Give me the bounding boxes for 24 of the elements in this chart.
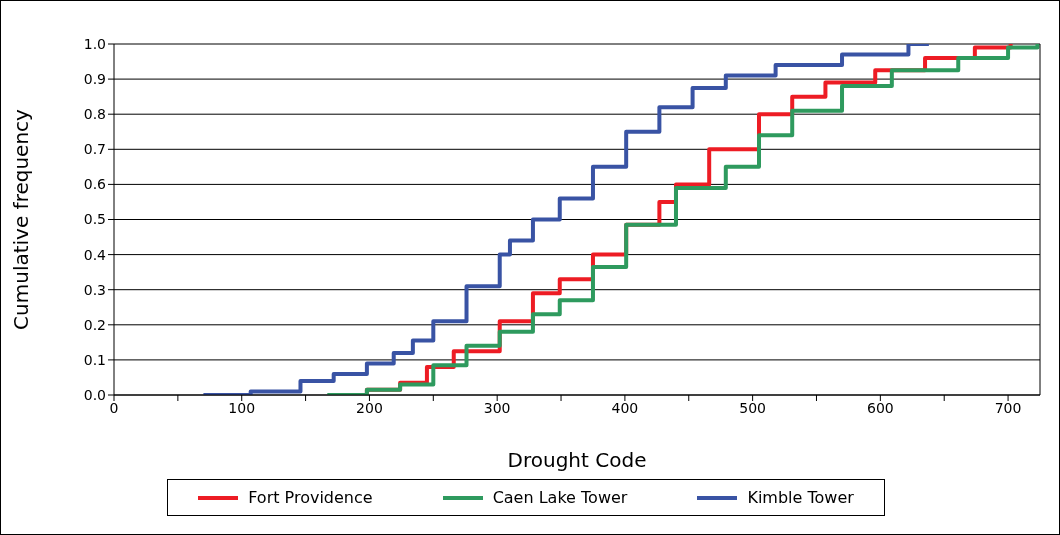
- y-tick-label: 0.3: [83, 281, 106, 298]
- x-tick-label: 0: [109, 399, 119, 416]
- y-tick-label: 0.2: [83, 316, 106, 333]
- legend-label: Kimble Tower: [747, 488, 854, 507]
- x-tick-label: 500: [739, 399, 766, 416]
- x-tick-label: 400: [611, 399, 639, 416]
- x-axis-title: Drought Code: [507, 448, 647, 472]
- legend-label: Caen Lake Tower: [492, 488, 628, 507]
- y-tick-label: 0.4: [83, 246, 107, 263]
- legend-label: Fort Providence: [248, 488, 373, 507]
- x-tick-label: 600: [866, 399, 894, 416]
- x-tick-label: 200: [356, 399, 383, 416]
- y-tick-label: 0.0: [83, 386, 106, 403]
- x-tick-label: 700: [994, 399, 1022, 416]
- y-tick-label: 1.0: [83, 35, 106, 52]
- y-tick-label: 0.7: [83, 141, 106, 158]
- x-tick-label: 300: [483, 399, 511, 416]
- y-tick-label: 0.8: [83, 106, 106, 123]
- y-tick-label: 0.5: [83, 211, 106, 228]
- x-tick-label: 100: [228, 399, 256, 416]
- y-tick-label: 0.9: [83, 71, 106, 88]
- y-tick-label: 0.6: [83, 176, 107, 193]
- y-tick-label: 0.1: [83, 351, 106, 368]
- y-axis-title: Cumulative frequency: [9, 108, 34, 330]
